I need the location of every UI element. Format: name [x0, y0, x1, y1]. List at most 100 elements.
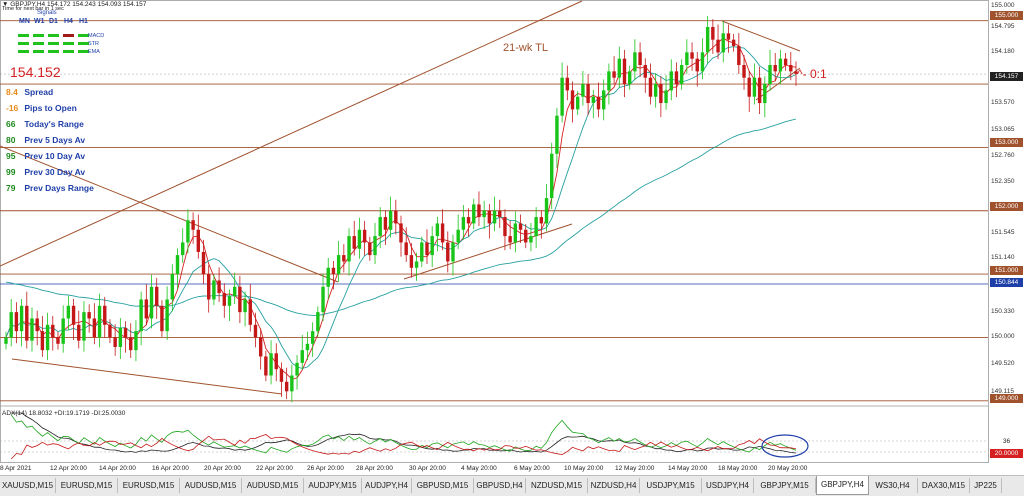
candle-body — [284, 381, 289, 392]
highlight-ellipse — [761, 434, 809, 458]
time-axis-label: 4 May 20:00 — [461, 465, 497, 472]
signal-cell — [33, 34, 44, 37]
info-label: Today's Range — [22, 119, 84, 129]
candle-body — [368, 242, 372, 256]
candle-body — [253, 324, 258, 338]
chart-tab-dax30-m15[interactable]: DAX30,M15 — [918, 478, 970, 493]
candle-body — [217, 280, 221, 294]
candle-body — [679, 65, 684, 85]
time-axis-label: 12 Apr 20:00 — [50, 465, 87, 472]
level-price-box-top: 155.000 — [990, 11, 1023, 20]
timeframe-w1: W1 — [34, 18, 45, 25]
candle-body — [461, 217, 466, 230]
chart-tab-audusd-m15[interactable]: AUDUSD,M15 — [242, 478, 304, 493]
candle-body — [19, 305, 24, 332]
candle-body — [596, 96, 601, 110]
info-label: Prev 30 Day Av — [22, 167, 86, 177]
chart-tab-audjpy-h4[interactable]: AUDJPY,H4 — [362, 478, 412, 493]
candle-body — [155, 286, 159, 306]
candle-body — [378, 217, 382, 237]
candle-body — [248, 299, 252, 325]
candle-body — [144, 299, 149, 319]
candle-body — [565, 77, 570, 91]
chart-tab-nzdusd-m15[interactable]: NZDUSD,M15 — [526, 478, 588, 493]
candle-body — [778, 58, 783, 72]
candle-body — [456, 229, 460, 243]
candle-body — [170, 274, 175, 300]
candle-body — [279, 369, 284, 382]
candle-body — [336, 255, 341, 275]
candle-body — [643, 65, 647, 78]
candle-body — [123, 327, 128, 338]
chart-tab-audusd-m15[interactable]: AUDUSD,M15 — [180, 478, 242, 493]
candle-body — [357, 229, 362, 249]
info-value: 79 — [6, 183, 16, 193]
chart-tab-gbpusd-m15[interactable]: GBPUSD,M15 — [412, 478, 474, 493]
signals-title: Signals — [37, 10, 57, 16]
signal-row-ema — [18, 50, 93, 55]
chart-tab-gbpjpy-m15[interactable]: GBPJPY,M15 — [754, 478, 816, 493]
signal-cell — [78, 50, 89, 53]
candle-body — [113, 337, 117, 347]
chart-tab-jp225[interactable]: JP225 — [970, 478, 1002, 493]
minus-di-line — [10, 434, 797, 460]
candle-body — [316, 312, 320, 332]
info-value: 8.4 — [6, 87, 18, 97]
candle-body — [570, 90, 575, 110]
chart-tab-usdjpy-m15[interactable]: USDJPY,M15 — [640, 478, 702, 493]
chart-tab-nzdusd-h4[interactable]: NZDUSD,H4 — [588, 478, 640, 493]
candle-body — [118, 327, 123, 347]
trendline-falling — [0, 145, 339, 283]
candle-body — [747, 77, 751, 97]
chart-tab-eurusd-m15[interactable]: EURUSD,M15 — [56, 478, 118, 493]
chart-tab-xauusd-m15[interactable]: XAUUSD,M15 — [0, 478, 56, 493]
candle-body — [196, 229, 201, 252]
info-row: 79 Prev Days Range — [6, 183, 94, 193]
time-axis-label: 12 May 20:00 — [615, 465, 655, 472]
candle-body — [524, 229, 528, 243]
symbol-ohlc-line: GBPJPY,H4 154.172 154.243 154.093 154.15… — [10, 1, 147, 8]
signal-cell — [33, 42, 44, 45]
signal-cell — [78, 42, 89, 45]
chart-tab-usdjpy-h4[interactable]: USDJPY,H4 — [702, 478, 754, 493]
candle-body — [129, 337, 133, 351]
candle-body — [25, 305, 29, 341]
time-axis-label: 26 Apr 20:00 — [307, 465, 344, 472]
candle-body — [586, 84, 590, 104]
candle-body — [399, 223, 403, 243]
price-axis-label: 154.795 — [991, 23, 1015, 30]
candle-body — [539, 217, 544, 224]
candle-body — [544, 198, 549, 224]
candle-body — [227, 296, 232, 306]
signal-cell — [48, 42, 59, 45]
candle-body — [274, 353, 278, 370]
candle-body — [290, 375, 294, 392]
candle-body — [222, 293, 226, 306]
chart-tab-ws30-h4[interactable]: WS30,H4 — [868, 478, 918, 493]
candle-body — [601, 90, 606, 110]
candle-body — [326, 267, 330, 287]
candle-body — [451, 242, 455, 262]
candle-body — [139, 299, 143, 332]
candle-body — [508, 236, 512, 243]
candle-body — [269, 353, 273, 376]
candle-body — [560, 77, 564, 116]
candle-body — [503, 217, 507, 237]
candle-body — [414, 261, 419, 268]
chart-tab-audjpy-m15[interactable]: AUDJPY,M15 — [304, 478, 362, 493]
plus-di-line — [10, 414, 797, 454]
timeframe-h4: H4 — [64, 18, 73, 25]
chart-tab-gbpusd-h4[interactable]: GBPUSD,H4 — [474, 478, 526, 493]
candle-body — [181, 242, 185, 256]
chart-tab-gbpjpy-h4[interactable]: GBPJPY,H4 — [816, 476, 869, 495]
chart-tab-eurusd-m15[interactable]: EURUSD,M15 — [118, 478, 180, 493]
info-value: 99 — [6, 167, 16, 177]
candle-body — [206, 274, 211, 300]
adx-label: ADX(14) 18.8032 +DI:19.1719 -DI:25.0030 — [2, 410, 126, 417]
adx-indicator-panel — [0, 412, 988, 460]
candle-body — [388, 210, 393, 230]
collapse-triangle-icon[interactable]: ▼ — [2, 1, 9, 8]
candle-body — [165, 299, 169, 332]
candle-body — [555, 115, 559, 154]
